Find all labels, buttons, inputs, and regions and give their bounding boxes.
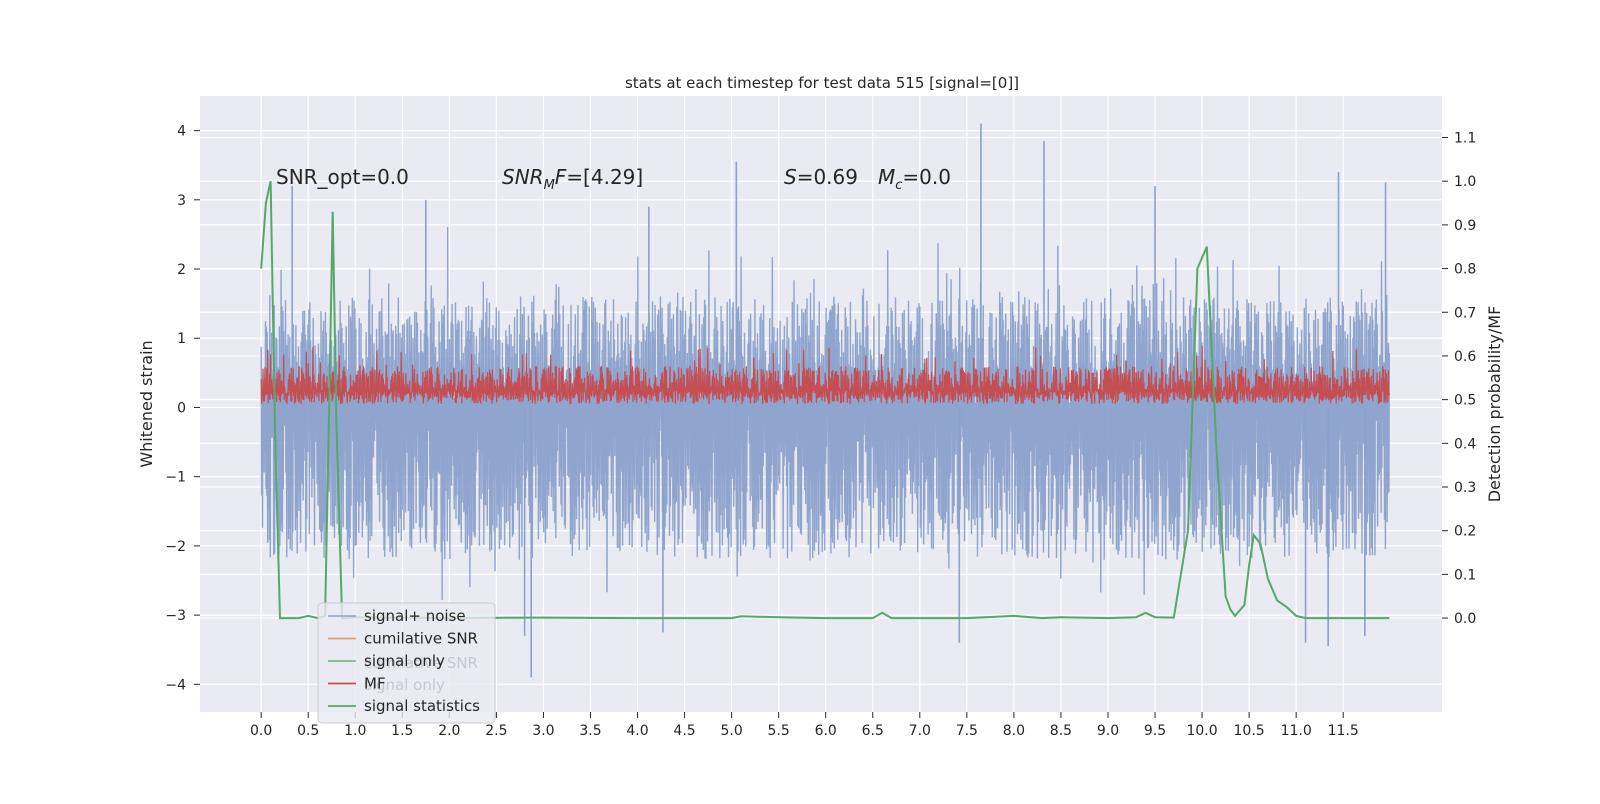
x-tick-label: 1.0 — [344, 723, 366, 739]
x-tick-label: 1.5 — [391, 723, 413, 739]
x-tick-label: 3.5 — [579, 723, 601, 739]
y-tick-label: 1 — [177, 331, 186, 347]
legend-ghost-label-1: cumilative SNR — [364, 654, 478, 672]
legend-label: signal+ noise — [364, 607, 466, 625]
annotation-snr-mf-rest: =[4.29] — [566, 165, 643, 189]
x-tick-label: 7.0 — [909, 723, 931, 739]
y2-axis-label: Detection probability/MF — [1485, 306, 1504, 503]
x-tick-label: 5.0 — [720, 723, 742, 739]
y2-tick-label: 0.9 — [1454, 218, 1476, 234]
legend-label: MF — [364, 675, 386, 693]
annotation-snr-mf-sub: M — [544, 178, 555, 193]
annotation-snr-mf: SNRMF=[4.29] — [502, 165, 643, 193]
mf-line — [260, 345, 1390, 405]
x-tick-label: 4.5 — [673, 723, 695, 739]
x-tick-label: 11.5 — [1328, 723, 1359, 739]
annotation-s: S=0.69 — [784, 165, 858, 189]
y-tick-label: 4 — [177, 124, 186, 140]
x-tick-label: 7.5 — [956, 723, 978, 739]
legend-box — [317, 602, 496, 724]
mf-series — [260, 345, 1390, 405]
annotation-snr-opt: SNR_opt=0.0 — [276, 165, 409, 189]
y-tick-label: −2 — [165, 539, 186, 555]
annotation-mc-label: M — [878, 165, 895, 189]
legend: cumilative SNR signal only signal+ noise… — [317, 602, 496, 724]
legend-label: cumilative SNR — [364, 630, 478, 648]
y-tick-label: 3 — [177, 193, 186, 209]
y-axis-label: Whitened strain — [137, 340, 156, 467]
axes-layer: 0.0 0.5 1.0 1.5 2.0 2.5 3.0 3.5 4.0 4.5 5.0 5.5 6.0 6… — [165, 124, 1476, 739]
x-tick-label: 2.5 — [485, 723, 507, 739]
x-tick-label: 9.5 — [1144, 723, 1166, 739]
x-tick-label: 8.0 — [1003, 723, 1025, 739]
y2-tick-label: 0.8 — [1454, 262, 1476, 278]
y-tick-label: −4 — [165, 677, 186, 693]
y-tick-label: 2 — [177, 262, 186, 278]
y2-tick-label: 0.7 — [1454, 305, 1476, 321]
annotation-s-label: S — [784, 165, 797, 189]
x-tick-label: 5.5 — [768, 723, 790, 739]
x-tick-label: 9.0 — [1097, 723, 1119, 739]
legend-ghost-label-2: signal only — [364, 676, 445, 694]
y-tick-label: −3 — [165, 608, 186, 624]
y2-tick-label: 0.1 — [1454, 567, 1476, 583]
y2-tick-label: 0.4 — [1454, 436, 1476, 452]
x-tick-label: 8.5 — [1050, 723, 1072, 739]
y2-tick-label: 0.5 — [1454, 393, 1476, 409]
y2-tick-label: 0.3 — [1454, 480, 1476, 496]
annotation-mc: Mc=0.0 — [878, 165, 951, 193]
y-tick-label: −1 — [165, 470, 186, 486]
x-tick-label: 10.5 — [1234, 723, 1265, 739]
y2-tick-label: 1.1 — [1454, 131, 1476, 147]
x-tick-label: 2.0 — [438, 723, 460, 739]
y2-tick-label: 1.0 — [1454, 174, 1476, 190]
y-tick-label: 0 — [177, 400, 186, 416]
y2-tick-label: 0.2 — [1454, 524, 1476, 540]
annotation-snr-mf-prefix: SNR — [502, 165, 544, 189]
chart-title: stats at each timestep for test data 515… — [625, 74, 1019, 92]
x-tick-label: 4.0 — [626, 723, 648, 739]
x-tick-label: 10.0 — [1186, 723, 1217, 739]
y2-tick-label: 0.0 — [1454, 611, 1476, 627]
annotation-snr-mf-rest-f: F — [555, 165, 567, 189]
x-tick-label: 3.0 — [532, 723, 554, 739]
legend-label: signal statistics — [364, 697, 480, 715]
x-tick-label: 0.5 — [297, 723, 319, 739]
signal-noise-line — [260, 226, 1390, 601]
y2-tick-label: 0.6 — [1454, 349, 1476, 365]
legend-label: signal only — [364, 652, 445, 670]
x-tick-label: 11.0 — [1281, 723, 1312, 739]
x-tick-label: 6.5 — [862, 723, 884, 739]
annotation-mc-sub: c — [895, 178, 902, 193]
annotation-s-value: =0.69 — [797, 165, 858, 189]
x-tick-label: 6.0 — [815, 723, 837, 739]
annotation-mc-value: =0.0 — [902, 165, 951, 189]
x-tick-label: 0.0 — [250, 723, 272, 739]
